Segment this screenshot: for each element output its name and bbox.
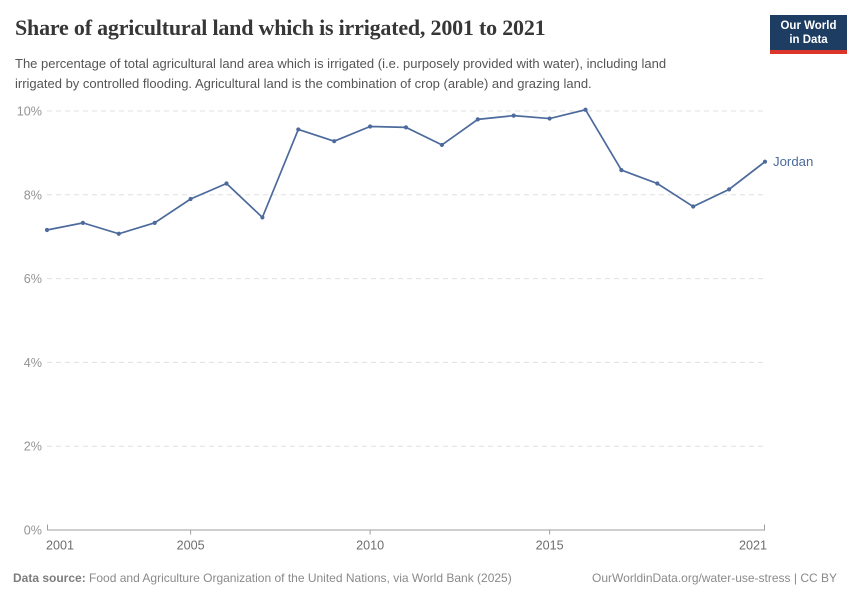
data-point[interactable]: [116, 231, 121, 236]
data-point[interactable]: [260, 215, 265, 220]
x-tick-label: 2001: [46, 539, 74, 553]
data-point[interactable]: [80, 220, 85, 225]
data-source-label: Data source:: [13, 571, 86, 585]
owid-logo[interactable]: Our World in Data: [770, 15, 847, 54]
data-point[interactable]: [44, 227, 50, 233]
owid-url-license-link[interactable]: OurWorldinData.org/water-use-stress | CC…: [592, 571, 837, 585]
y-tick-label: 10%: [17, 105, 42, 119]
data-source-note: Data source: Food and Agriculture Organi…: [13, 571, 512, 585]
data-point[interactable]: [368, 124, 373, 129]
x-tick-label: 2021: [739, 539, 767, 553]
data-point[interactable]: [152, 220, 157, 225]
data-point[interactable]: [691, 204, 696, 209]
data-point[interactable]: [655, 181, 660, 186]
chart-footer: Data source: Food and Agriculture Organi…: [13, 571, 837, 585]
x-tick-label: 2010: [356, 539, 384, 553]
y-tick-label: 2%: [24, 440, 42, 454]
x-tick-label: 2005: [177, 539, 205, 553]
data-source-text: Food and Agriculture Organization of the…: [85, 571, 512, 585]
owid-logo-line1: Our World: [780, 19, 837, 32]
y-tick-label: 8%: [24, 188, 42, 202]
data-point[interactable]: [547, 116, 552, 121]
data-point[interactable]: [619, 167, 624, 173]
chart-subtitle: The percentage of total agricultural lan…: [15, 56, 667, 91]
data-point[interactable]: [762, 159, 768, 164]
series-label-jordan[interactable]: Jordan: [773, 154, 813, 169]
data-point[interactable]: [188, 196, 193, 202]
y-tick-label: 6%: [24, 272, 42, 286]
data-point[interactable]: [439, 142, 444, 148]
y-tick-label: 4%: [24, 356, 42, 370]
data-point[interactable]: [583, 107, 588, 112]
data-point[interactable]: [224, 181, 229, 186]
owid-logo-line2: in Data: [789, 34, 828, 46]
y-tick-label: 0%: [24, 524, 42, 538]
data-point[interactable]: [511, 113, 516, 118]
data-point[interactable]: [475, 117, 480, 122]
x-tick-label: 2015: [536, 539, 564, 553]
chart-title: Share of agricultural land which is irri…: [15, 15, 546, 40]
data-point[interactable]: [727, 187, 732, 192]
data-point[interactable]: [403, 125, 409, 130]
data-point[interactable]: [296, 127, 301, 132]
data-point[interactable]: [332, 139, 337, 144]
